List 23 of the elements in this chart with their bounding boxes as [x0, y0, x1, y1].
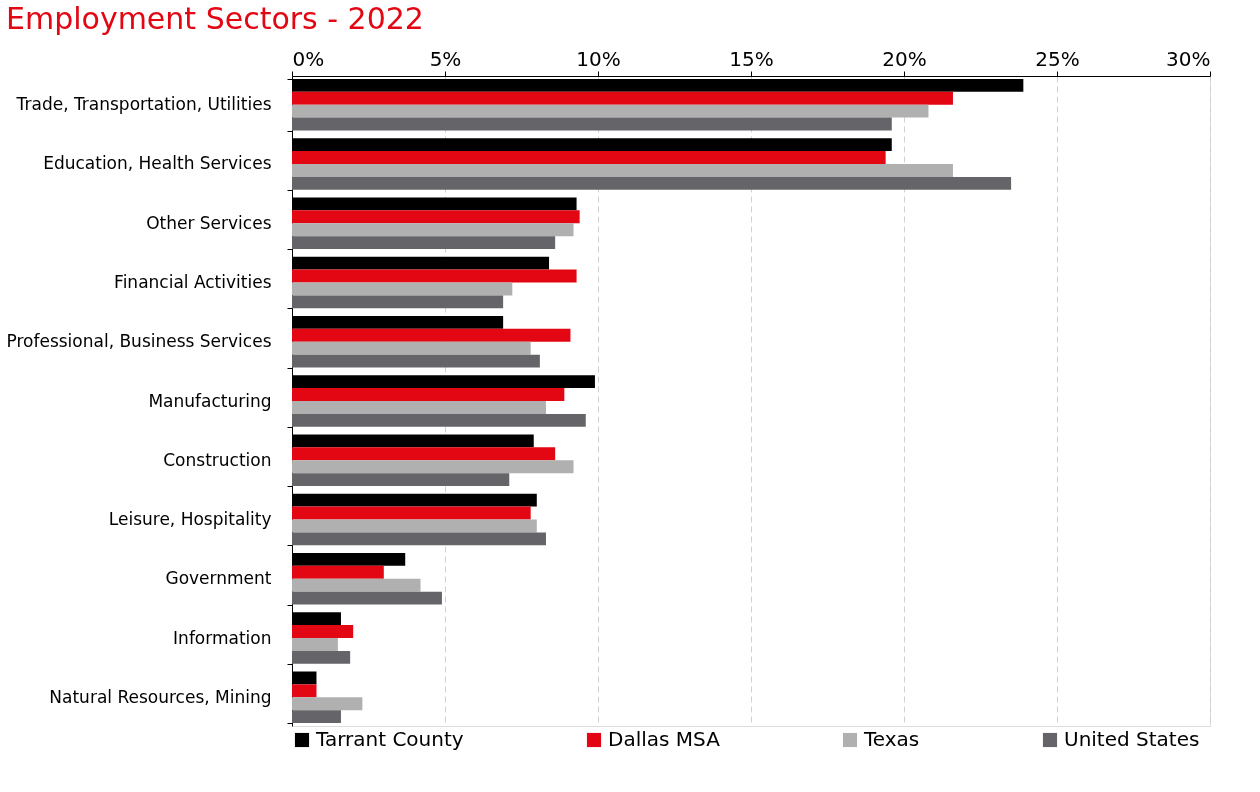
y-tick-label: Government — [165, 568, 272, 589]
y-tick-label: Manufacturing — [148, 390, 272, 411]
x-tick-label: 25% — [1035, 46, 1080, 71]
y-tick-label: Leisure, Hospitality — [108, 509, 272, 530]
y-tick-label: Education, Health Services — [43, 153, 272, 174]
chart-title: Employment Sectors - 2022 — [5, 1, 424, 36]
y-tick-label: Financial Activities — [114, 271, 272, 292]
legend-label: Tarrant County — [315, 727, 464, 751]
x-tick-label: 20% — [882, 46, 927, 71]
legend-label: Dallas MSA — [608, 727, 721, 751]
x-tick-label: 0% — [292, 46, 325, 71]
y-tick-label: Construction — [163, 449, 272, 470]
x-tick-label: 10% — [576, 46, 621, 71]
y-tick-label: Natural Resources, Mining — [49, 686, 272, 707]
y-tick-label: Other Services — [146, 212, 272, 233]
y-tick-label: Professional, Business Services — [6, 331, 272, 352]
y-tick-label: Trade, Transportation, Utilities — [15, 94, 272, 115]
y-tick-label: Information — [173, 627, 272, 648]
legend-label: Texas — [863, 727, 920, 751]
x-tick-label: 30% — [1166, 46, 1211, 71]
x-tick-label: 15% — [729, 46, 774, 71]
x-tick-label: 5% — [429, 46, 462, 71]
legend-label: United States — [1064, 727, 1200, 751]
